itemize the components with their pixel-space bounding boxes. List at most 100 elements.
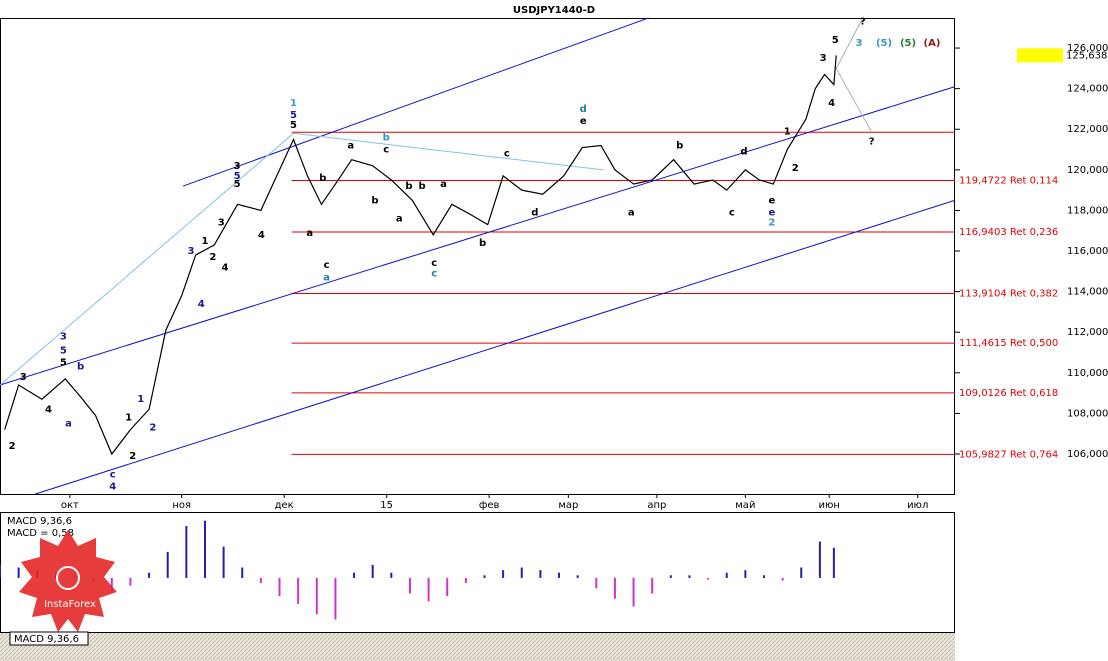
wave-label: 4 <box>222 262 229 273</box>
x-tick-label: июн <box>818 500 839 511</box>
wave-label: 5 <box>234 171 241 182</box>
wave-label: 5 <box>832 35 839 46</box>
wave-label: c <box>431 268 437 279</box>
wave-label: 1 <box>137 394 144 405</box>
wave-label: e <box>769 195 776 206</box>
price-line <box>4 55 837 456</box>
wave-label: 3 <box>820 53 827 64</box>
wave-label: ? <box>869 136 875 147</box>
trendline <box>182 17 649 187</box>
wave-label: 3 <box>60 331 67 342</box>
level-label: 113,9104 Ret 0,382 <box>959 288 1058 299</box>
last-price-box <box>1017 48 1063 63</box>
wave-label: 3 <box>218 218 225 229</box>
logo: InstaForex <box>19 530 117 632</box>
y-tick-label: 122,000 <box>1067 124 1108 135</box>
wave-label: 3 <box>188 246 195 257</box>
price-panel <box>0 18 955 495</box>
x-tick-label: окт <box>61 500 79 511</box>
wave-label: b <box>319 173 326 184</box>
indicator-strip <box>0 633 955 661</box>
wave-label: b <box>676 140 683 151</box>
logo-icon <box>56 566 80 590</box>
wave-label: c <box>110 469 116 480</box>
x-tick-label: апр <box>647 500 666 511</box>
wave-label: a <box>396 214 403 225</box>
wave-label: a <box>306 228 313 239</box>
wave-label: c <box>324 260 330 271</box>
trendline <box>835 68 872 132</box>
wave-label: 2 <box>792 163 799 174</box>
wave-legend: 3 <box>856 38 863 49</box>
logo-badge <box>19 530 117 632</box>
wave-label: 5 <box>60 345 67 356</box>
x-tick-label: 15 <box>380 500 393 511</box>
wave-label: 2 <box>209 252 216 263</box>
wave-legend: (5) <box>876 38 892 49</box>
wave-label: e <box>580 116 587 127</box>
y-tick-label: 108,000 <box>1067 408 1108 419</box>
wave-label: 5 <box>290 120 297 131</box>
wave-label: c <box>504 149 510 160</box>
trendline <box>835 17 864 69</box>
wave-legend: (5) <box>900 38 916 49</box>
y-tick-label: 120,000 <box>1067 165 1108 176</box>
wave-label: e <box>769 207 776 218</box>
wave-label: 4 <box>828 98 835 109</box>
x-tick-label: дек <box>275 500 294 511</box>
wave-label: 2 <box>9 441 16 452</box>
macd-value: MACD = 0,58 <box>7 528 74 539</box>
y-tick-label: 114,000 <box>1067 287 1108 298</box>
wave-label: 4 <box>109 481 116 492</box>
y-tick-label: 126,000 <box>1067 43 1108 54</box>
wave-label: 4 <box>258 230 265 241</box>
wave-label: ? <box>860 17 866 28</box>
x-tick-label: ноя <box>172 500 191 511</box>
x-tick-label: мар <box>558 500 578 511</box>
wave-label: c <box>431 258 437 269</box>
wave-legend: (A) <box>924 38 941 49</box>
wave-label: 1 <box>201 236 208 247</box>
wave-label: 2 <box>149 423 156 434</box>
wave-label: a <box>628 207 635 218</box>
wave-label: b <box>383 132 390 143</box>
wave-label: 4 <box>198 299 205 310</box>
y-tick-label: 116,000 <box>1067 246 1108 257</box>
brand: InstaForex <box>44 599 96 610</box>
chart-title: USDJPY1440-D <box>513 5 595 16</box>
wave-label: b <box>405 181 412 192</box>
wave-label: d <box>531 207 538 218</box>
wave-label: a <box>440 179 447 190</box>
wave-label: 5 <box>234 179 241 190</box>
wave-label: a <box>65 419 72 430</box>
x-tick-label: фев <box>479 500 500 511</box>
wave-label: b <box>371 195 378 206</box>
wave-label: 1 <box>290 98 297 109</box>
level-label: 111,4615 Ret 0,500 <box>959 338 1058 349</box>
wave-label: 3 <box>20 372 27 383</box>
macd-title: MACD 9,36,6 <box>7 516 72 527</box>
y-tick-label: 118,000 <box>1067 205 1108 216</box>
wave-label: d <box>580 104 587 115</box>
trendline <box>35 199 956 495</box>
wave-label: 5 <box>60 358 67 369</box>
tab-box <box>9 631 89 646</box>
wave-label: 1 <box>125 412 132 423</box>
indicator-tab[interactable]: MACD 9,36,6 <box>14 634 79 645</box>
wave-label: c <box>729 207 735 218</box>
wave-label: a <box>347 140 354 151</box>
y-tick-label: 110,000 <box>1067 368 1108 379</box>
level-label: 116,9403 Ret 0,236 <box>959 227 1058 238</box>
last-price-label: 125,638 <box>1066 50 1107 61</box>
trendline <box>0 132 294 386</box>
wave-label: 5 <box>290 110 297 121</box>
wave-label: 4 <box>45 404 52 415</box>
wave-label: a <box>323 272 330 283</box>
y-tick-label: 112,000 <box>1067 327 1108 338</box>
wave-label: 1 <box>784 126 791 137</box>
wave-label: c <box>383 145 389 156</box>
level-label: 109,0126 Ret 0,618 <box>959 388 1058 399</box>
wave-label: d <box>740 147 747 158</box>
